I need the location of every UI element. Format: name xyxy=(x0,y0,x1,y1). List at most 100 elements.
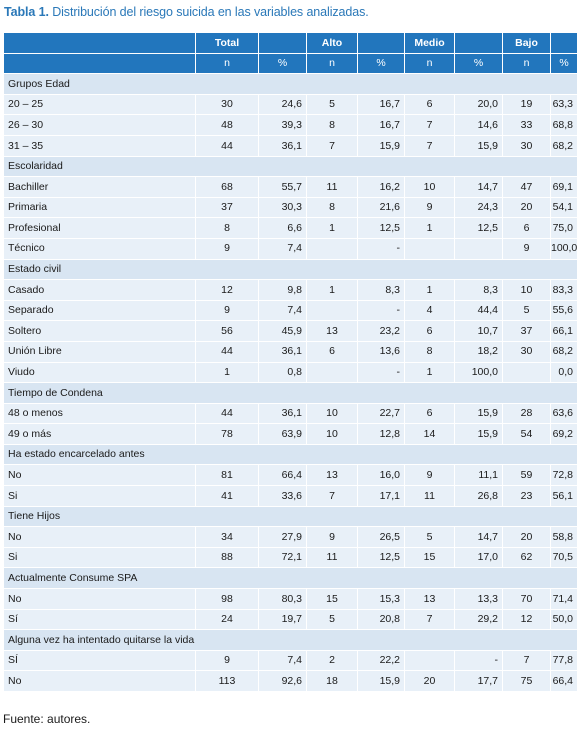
cell-bajo-pct: 75,0 xyxy=(550,217,577,239)
cell-medio-pct: 12,5 xyxy=(454,217,503,239)
table-row: Profesional 8 6,6 1 12,5 1 12,5 6 75,0 xyxy=(3,217,577,239)
row-label: Separado xyxy=(3,299,196,322)
cell-total-n: 98 xyxy=(195,588,259,610)
table-row: 49 o más 78 63,9 10 12,8 14 15,9 54 69,2 xyxy=(3,423,577,445)
header-group-alto: Alto xyxy=(306,32,358,54)
cell-total-n: 9 xyxy=(195,237,259,260)
cell-total-n: 44 xyxy=(195,340,259,363)
cell-total-pct: 0,8 xyxy=(258,361,307,384)
row-label: Sí xyxy=(3,608,196,631)
cell-medio-pct: 24,3 xyxy=(454,196,503,219)
table-row: No 113 92,6 18 15,9 20 17,7 75 66,4 xyxy=(3,670,577,692)
cell-total-n: 9 xyxy=(195,649,259,672)
section-header-row: Grupos Edad xyxy=(3,73,577,95)
risk-distribution-table: Total Alto Medio Bajo n % n % n % n % Gr… xyxy=(3,32,577,692)
cell-medio-n: 1 xyxy=(404,361,455,384)
cell-bajo-pct: 0,0 xyxy=(550,361,577,384)
cell-medio-n: 5 xyxy=(404,526,455,548)
cell-alto-n: 5 xyxy=(306,93,358,116)
cell-medio-n: 7 xyxy=(404,114,455,136)
cell-total-pct: 72,1 xyxy=(258,546,307,569)
section-title: Grupos Edad xyxy=(3,73,577,95)
header-group-bajo: Bajo xyxy=(502,32,551,54)
cell-alto-pct: 12,5 xyxy=(357,217,405,239)
cell-medio-pct: 11,1 xyxy=(454,464,503,487)
row-label: Técnico xyxy=(3,237,196,260)
cell-alto-pct: 16,7 xyxy=(357,114,405,136)
cell-alto-pct: 16,2 xyxy=(357,176,405,198)
header-group-total: Total xyxy=(195,32,259,54)
cell-total-pct: 80,3 xyxy=(258,588,307,610)
cell-alto-pct: - xyxy=(357,299,405,322)
cell-bajo-pct: 70,5 xyxy=(550,546,577,569)
cell-bajo-pct: 66,4 xyxy=(550,670,577,692)
header-group-medio: Medio xyxy=(404,32,455,54)
cell-medio-pct: 44,4 xyxy=(454,299,503,322)
cell-bajo-n: 70 xyxy=(502,588,551,610)
table-row: 26 – 30 48 39,3 8 16,7 7 14,6 33 68,8 xyxy=(3,114,577,136)
cell-medio-n: 4 xyxy=(404,299,455,322)
cell-medio-n: 1 xyxy=(404,279,455,301)
table-row: 48 o menos 44 36,1 10 22,7 6 15,9 28 63,6 xyxy=(3,402,577,425)
table-row: Casado 12 9,8 1 8,3 1 8,3 10 83,3 xyxy=(3,279,577,301)
cell-total-pct: 7,4 xyxy=(258,299,307,322)
cell-total-n: 12 xyxy=(195,279,259,301)
cell-alto-n: 13 xyxy=(306,464,358,487)
cell-bajo-n: 12 xyxy=(502,608,551,631)
section-header-row: Estado civil xyxy=(3,258,577,281)
cell-alto-pct: 21,6 xyxy=(357,196,405,219)
cell-total-n: 113 xyxy=(195,670,259,692)
header-spacer xyxy=(357,32,405,54)
cell-bajo-n: 37 xyxy=(502,320,551,342)
cell-total-n: 37 xyxy=(195,196,259,219)
table-row: SÍ 9 7,4 2 22,2 -7 77,8 xyxy=(3,649,577,672)
cell-alto-n: 1 xyxy=(306,279,358,301)
section-title: Estado civil xyxy=(3,258,577,281)
cell-medio-pct: - xyxy=(454,649,503,672)
cell-medio-pct: 14,6 xyxy=(454,114,503,136)
cell-bajo-pct: 66,1 xyxy=(550,320,577,342)
row-label: Profesional xyxy=(3,217,196,239)
row-label: Si xyxy=(3,485,196,507)
cell-medio-n: 6 xyxy=(404,402,455,425)
cell-total-n: 48 xyxy=(195,114,259,136)
row-label: Soltero xyxy=(3,320,196,342)
cell-alto-n xyxy=(306,237,358,260)
header-row-groups: Total Alto Medio Bajo xyxy=(3,32,577,54)
table-row: Primaria 37 30,3 8 21,6 9 24,3 20 54,1 xyxy=(3,196,577,219)
cell-total-n: 1 xyxy=(195,361,259,384)
table-caption: Tabla 1. Distribución del riesgo suicida… xyxy=(4,4,369,20)
cell-medio-n: 11 xyxy=(404,485,455,507)
row-label: 20 – 25 xyxy=(3,93,196,116)
cell-medio-pct: 15,9 xyxy=(454,402,503,425)
cell-alto-pct: 16,7 xyxy=(357,93,405,116)
cell-alto-n: 7 xyxy=(306,485,358,507)
cell-total-pct: 33,6 xyxy=(258,485,307,507)
table-source: Fuente: autores. xyxy=(3,712,91,726)
table-row: Técnico 9 7,4-9 100,0 xyxy=(3,237,577,260)
section-title: Tiempo de Condena xyxy=(3,382,577,404)
cell-bajo-n: 62 xyxy=(502,546,551,569)
cell-total-pct: 39,3 xyxy=(258,114,307,136)
cell-total-n: 41 xyxy=(195,485,259,507)
cell-total-pct: 36,1 xyxy=(258,402,307,425)
section-title: Escolaridad xyxy=(3,155,577,178)
cell-medio-pct: 8,3 xyxy=(454,279,503,301)
cell-bajo-pct: 55,6 xyxy=(550,299,577,322)
table-row: Soltero 56 45,9 13 23,2 6 10,7 37 66,1 xyxy=(3,320,577,342)
cell-bajo-pct: 83,3 xyxy=(550,279,577,301)
cell-bajo-pct: 69,1 xyxy=(550,176,577,198)
cell-bajo-n: 33 xyxy=(502,114,551,136)
cell-alto-pct: 15,9 xyxy=(357,134,405,157)
cell-total-n: 44 xyxy=(195,134,259,157)
section-header-row: Escolaridad xyxy=(3,155,577,178)
header-blank-cell xyxy=(3,52,196,75)
cell-total-n: 8 xyxy=(195,217,259,239)
cell-bajo-pct: 63,3 xyxy=(550,93,577,116)
cell-bajo-pct: 69,2 xyxy=(550,423,577,445)
cell-alto-pct: 22,2 xyxy=(357,649,405,672)
table-row: Unión Libre 44 36,1 6 13,6 8 18,2 30 68,2 xyxy=(3,340,577,363)
cell-bajo-pct: 50,0 xyxy=(550,608,577,631)
cell-alto-n: 11 xyxy=(306,176,358,198)
table-row: 20 – 25 30 24,6 5 16,7 6 20,0 19 63,3 xyxy=(3,93,577,116)
